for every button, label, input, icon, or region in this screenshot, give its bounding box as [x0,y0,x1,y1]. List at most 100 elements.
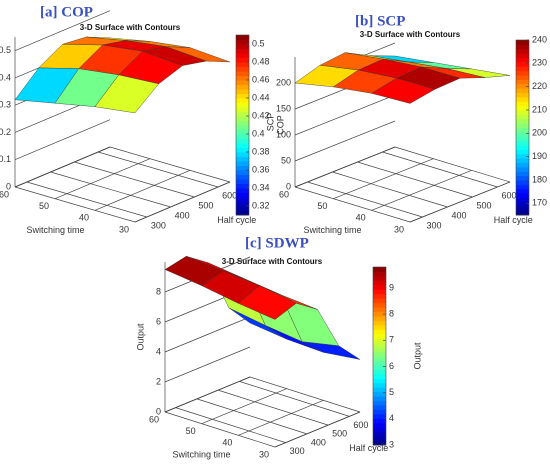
grid-line [54,158,151,199]
colorbar-step [236,35,249,40]
x-tick-label: 300 [427,220,442,230]
x-tick-label: 400 [452,210,467,220]
colorbar-step [373,440,386,446]
colorbar-step [373,427,386,433]
colorbar-step [236,161,249,166]
box-edge [394,146,511,183]
colorbar-tick-label: 0.44 [252,92,270,102]
colorbar-step [236,197,249,202]
colorbar-step [236,93,249,99]
x-tick-label: 400 [175,210,190,220]
grid-line [14,10,111,51]
x-tick-label: 500 [332,429,347,439]
colorbar-tick-label: 8 [389,308,394,318]
x-axis-label: Half cycle [217,215,256,225]
x-tick-label: 500 [477,200,492,210]
colorbar-step [236,75,249,81]
colorbar-tick-label: 230 [532,58,547,68]
colorbar-step [236,125,249,130]
colorbar-step [373,387,386,393]
z-tick-label: 0 [156,406,161,416]
z-tick-label: 50 [281,155,291,165]
colorbar-tick-label: 240 [532,34,547,44]
colorbar-step [373,271,386,277]
grid-line [175,407,286,443]
colorbar-step [516,180,529,185]
colorbar-step [236,201,249,207]
colorbar-frame [235,34,250,216]
colorbar-step [373,302,386,308]
z-tick-label: 0 [286,181,291,191]
colorbar-step [373,320,386,326]
chart-subtitle: 3-D Surface with Contours [360,30,461,39]
x-tick-label: 400 [311,437,326,447]
colorbar-step [373,382,386,388]
chart-subtitle: 3-D Surface with Contours [222,257,323,266]
colorbar-step [236,120,249,126]
colorbar-step [516,92,529,98]
colorbar-step [236,170,249,175]
chart-subtitle: 3-D Surface with Contours [80,23,181,32]
z-tick-label: 6 [156,316,161,326]
colorbar-step [516,70,529,76]
colorbar-step [373,347,386,353]
colorbar-step [236,165,249,171]
colorbar-step [516,123,529,128]
y-tick-label: 40 [356,213,366,223]
colorbar-step [236,152,249,157]
colorbar-step [516,175,529,181]
colorbar-step [516,66,529,72]
colorbar-tick-label: 0.46 [252,74,270,84]
grid-line [26,181,147,218]
colorbar-step [236,102,249,108]
colorbar-tick-label: 3 [389,439,394,449]
grid-line [218,389,329,426]
grid-line [201,388,287,424]
colorbar-tick-label: 6 [389,361,394,371]
grid-line [98,151,219,188]
colorbar-step [236,143,249,148]
colorbar-tick-label: 7 [389,335,394,345]
colorbar-step [516,88,529,93]
colorbar-step [373,404,386,410]
z-tick-label: 100 [276,129,291,139]
colorbar-step [373,422,386,428]
grid-line [14,119,111,161]
colorbar-step [516,40,529,45]
grid-line [274,411,361,448]
grid-line [239,381,350,417]
colorbar-step [236,179,249,184]
colorbar-tick-label: 0.38 [252,146,270,156]
z-axis-label: Output [135,323,145,351]
colorbar-step [373,275,386,281]
colorbar-step [236,116,249,121]
grid-line [294,146,396,188]
colorbar-step [373,409,386,415]
z-tick-label: 0.4 [0,72,11,82]
z-tick-label: 0.2 [0,127,11,137]
colorbar-tick-label: 5 [389,387,394,397]
axis-line [14,186,136,223]
colorbar-step [516,201,529,207]
grid-line [134,181,231,223]
y-axis-label: Switching time [303,225,361,235]
chart-title: [a] COP [40,4,93,20]
colorbar-tick-label: 0.4 [252,128,265,138]
colorbar-step [236,192,249,198]
colorbar-step [236,84,249,90]
colorbar-step [236,48,249,54]
colorbar-step [373,307,386,312]
colorbar-step [516,118,529,124]
y-tick-label: 60 [279,189,289,199]
colorbar-label: Output [412,342,422,370]
y-tick-label: 60 [149,414,159,424]
colorbar-step [236,53,249,58]
colorbar-step [373,373,386,379]
grid-line [409,181,511,223]
colorbar-step [373,342,386,348]
colorbar-step [236,147,249,153]
colorbar-step [373,311,386,317]
colorbar-step [236,98,249,103]
colorbar-frame [515,39,530,216]
